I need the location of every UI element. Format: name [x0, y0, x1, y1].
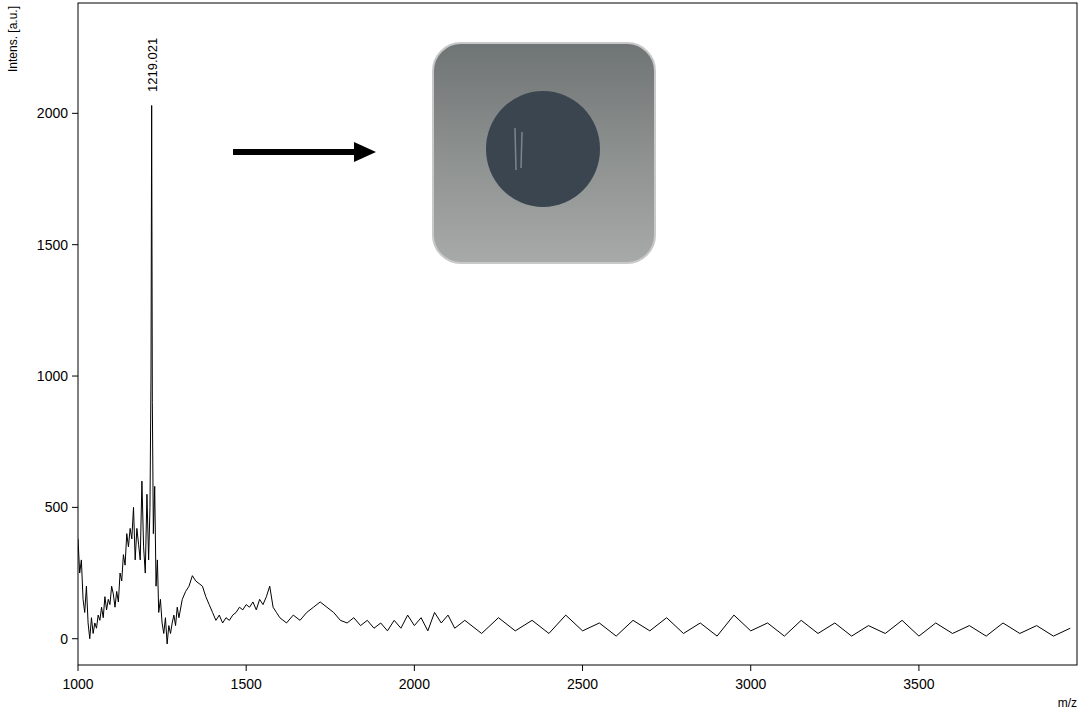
- inset-scratch: [515, 128, 522, 170]
- y-tick-label: 2000: [37, 105, 68, 121]
- x-tick-label: 1500: [231, 676, 262, 692]
- y-tick-label: 0: [60, 631, 68, 647]
- y-tick: [72, 376, 78, 377]
- x-tick-label: 3500: [903, 676, 934, 692]
- y-tick-label: 1000: [37, 368, 68, 384]
- x-tick: [582, 665, 583, 671]
- plot-frame: [78, 3, 1077, 665]
- y-tick-label: 1500: [37, 237, 68, 253]
- y-tick: [72, 244, 78, 245]
- x-tick: [918, 665, 919, 671]
- arrow-shaft: [233, 149, 356, 155]
- arrow-head: [354, 142, 376, 162]
- x-tick: [78, 665, 79, 671]
- x-tick-label: 3000: [735, 676, 766, 692]
- x-tick: [414, 665, 415, 671]
- x-tick: [750, 665, 751, 671]
- inset-plate: [433, 43, 655, 263]
- x-tick-label: 2500: [567, 676, 598, 692]
- x-tick-label: 1000: [62, 676, 93, 692]
- x-tick: [246, 665, 247, 671]
- peak-label: 1219.021: [145, 38, 160, 92]
- y-tick: [72, 507, 78, 508]
- y-axis-title: Intens. [a.u.]: [6, 6, 20, 72]
- x-axis-title: m/z: [1058, 696, 1077, 710]
- inhibition-zone: [486, 91, 600, 207]
- y-tick: [72, 113, 78, 114]
- chart: 0 500 1000 1500 2000 1000 1500 2000 2500 3000 3500…: [0, 0, 1083, 711]
- y-tick-label: 500: [45, 499, 69, 515]
- x-tick-label: 2000: [399, 676, 430, 692]
- y-tick: [72, 638, 78, 639]
